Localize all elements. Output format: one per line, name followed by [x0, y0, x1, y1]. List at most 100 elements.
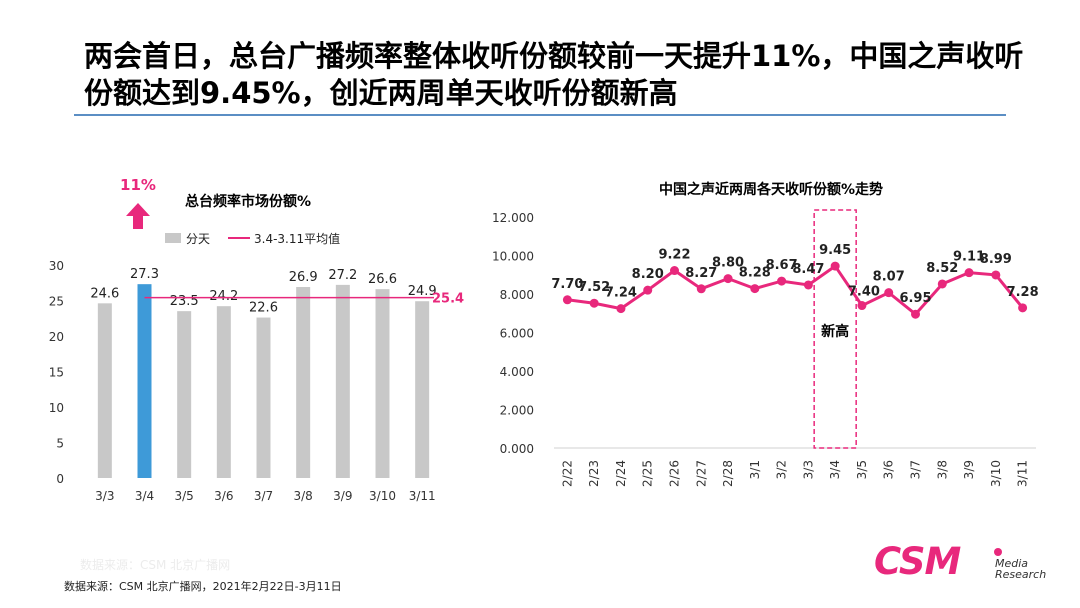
y-tick-label: 0 — [56, 472, 64, 486]
y-tick-label: 30 — [49, 259, 64, 273]
reference-line-label: 25.4 — [432, 292, 464, 307]
bar — [177, 311, 192, 478]
y-axis: 0.000 2.000 4.000 6.000 8.000 10.000 12.000 — [492, 211, 534, 456]
logo-line2: Research — [995, 568, 1047, 581]
logo-brand: CSM — [874, 540, 961, 583]
data-point — [696, 284, 706, 294]
title-divider — [74, 114, 1006, 116]
cnr-share-line-chart: 中国之声近两周各天收听份额%走势 0.000 2.000 4.000 6.000 8.0… — [492, 181, 1039, 487]
bar — [137, 284, 152, 478]
x-tick-label: 3/8 — [935, 460, 949, 479]
y-tick-label: 5 — [56, 437, 64, 451]
x-tick-label: 3/6 — [214, 489, 233, 503]
bar — [415, 301, 430, 478]
value-label: 7.40 — [848, 285, 880, 300]
data-point — [616, 304, 626, 314]
chart-title: 总台频率市场份额% — [185, 193, 311, 210]
bar-value-label: 26.9 — [289, 270, 318, 285]
bar-value-label: 26.6 — [368, 272, 397, 287]
data-point — [830, 261, 840, 271]
value-label: 9.45 — [819, 243, 851, 258]
bar-value-label: 23.5 — [170, 294, 199, 309]
total-share-bar-chart: 11% 总台频率市场份额% 分天 3.4-3.11平均值 0 5 10 15 20 25 3… — [49, 176, 464, 503]
legend-swatch-bar — [165, 233, 181, 243]
legend: 分天 3.4-3.11平均值 — [165, 231, 340, 246]
value-label: 8.20 — [632, 267, 664, 282]
value-label: 6.95 — [899, 291, 931, 306]
value-label: 8.47 — [792, 262, 824, 277]
logo-dot — [994, 548, 1002, 556]
x-tick-label: 3/1 — [748, 460, 762, 479]
value-label: 8.99 — [980, 252, 1012, 267]
data-point — [643, 285, 653, 295]
x-tick-label: 3/10 — [989, 460, 1003, 487]
callout-label: 11% — [120, 176, 156, 194]
x-axis: 2/22 2/23 2/24 2/25 2/26 2/27 2/28 3/1 3/2 3/3 3/4… — [560, 460, 1029, 487]
y-axis: 0 5 10 15 20 25 30 — [49, 259, 64, 486]
bar-value-label: 22.6 — [249, 301, 278, 316]
highlight-label: 新高 — [821, 323, 849, 340]
slide-title: 两会首日，总台广播频率整体收听份额较前一天提升11%，中国之声收听份额达到9.4… — [84, 39, 1024, 110]
up-arrow-icon — [126, 203, 150, 229]
value-labels: 7.707.527.24 8.20 9.22 8.278.808.288.678.47… — [551, 243, 1038, 306]
x-tick-label: 3/5 — [855, 460, 869, 479]
x-tick-label: 2/27 — [694, 460, 708, 487]
x-tick-label: 3/10 — [369, 489, 396, 503]
bar — [375, 289, 390, 478]
x-tick-label: 3/11 — [1016, 460, 1030, 487]
x-tick-label: 3/4 — [135, 489, 154, 503]
bar — [216, 306, 231, 478]
y-tick-label: 25 — [49, 295, 64, 309]
y-tick-label: 6.000 — [500, 327, 534, 341]
source-note: 数据来源：CSM 北京广播网，2021年2月22日-3月11日 — [64, 580, 342, 593]
y-tick-label: 10 — [49, 401, 64, 415]
x-tick-label: 3/6 — [882, 460, 896, 479]
x-tick-label: 3/9 — [333, 489, 352, 503]
bar-value-label: 24.2 — [209, 289, 238, 304]
y-tick-label: 8.000 — [500, 288, 534, 302]
bar-value-label: 24.6 — [90, 286, 119, 301]
data-point — [857, 301, 867, 311]
value-label: 8.52 — [926, 261, 958, 276]
x-tick-label: 2/28 — [721, 460, 735, 487]
data-point — [964, 268, 974, 278]
y-tick-label: 0.000 — [500, 442, 534, 456]
bar — [256, 317, 271, 478]
bar-value-label: 27.2 — [328, 268, 357, 283]
data-point — [1018, 303, 1028, 313]
x-axis: 3/3 3/4 3/5 3/6 3/7 3/8 3/9 3/10 3/11 — [95, 489, 435, 503]
bar-labels: 24.6 27.3 23.5 24.2 22.6 26.9 27.2 26.6 24.9 — [90, 267, 436, 315]
bar-value-label: 27.3 — [130, 267, 159, 282]
csm-logo: CSM Media Research — [874, 540, 1054, 586]
callout: 11% — [120, 176, 156, 229]
x-tick-label: 3/7 — [254, 489, 273, 503]
legend-label-reference: 3.4-3.11平均值 — [254, 231, 340, 246]
data-point — [670, 266, 679, 276]
x-tick-label: 3/9 — [962, 460, 976, 479]
data-point — [911, 309, 920, 319]
bar — [335, 284, 350, 478]
logo-line1: Media — [995, 557, 1029, 570]
x-tick-label: 2/22 — [560, 460, 574, 487]
value-label: 7.28 — [1007, 285, 1039, 300]
data-point — [589, 298, 599, 308]
data-point — [991, 270, 1001, 280]
x-tick-label: 3/7 — [909, 460, 923, 479]
value-label: 7.70 — [551, 277, 583, 292]
x-tick-label: 3/8 — [294, 489, 313, 503]
x-tick-label: 2/23 — [587, 460, 601, 487]
data-point — [723, 274, 733, 284]
bars — [97, 284, 430, 478]
x-tick-label: 3/5 — [175, 489, 194, 503]
x-tick-label: 3/11 — [409, 489, 436, 503]
points — [562, 261, 1028, 319]
value-label: 8.07 — [873, 270, 905, 285]
x-tick-label: 3/4 — [828, 460, 842, 479]
value-label: 8.80 — [712, 256, 744, 271]
value-label: 9.22 — [658, 248, 690, 263]
data-point — [777, 276, 787, 286]
value-label: 8.28 — [739, 266, 771, 281]
x-tick-label: 2/24 — [614, 460, 628, 487]
bar — [97, 303, 112, 478]
y-tick-label: 4.000 — [500, 365, 534, 379]
